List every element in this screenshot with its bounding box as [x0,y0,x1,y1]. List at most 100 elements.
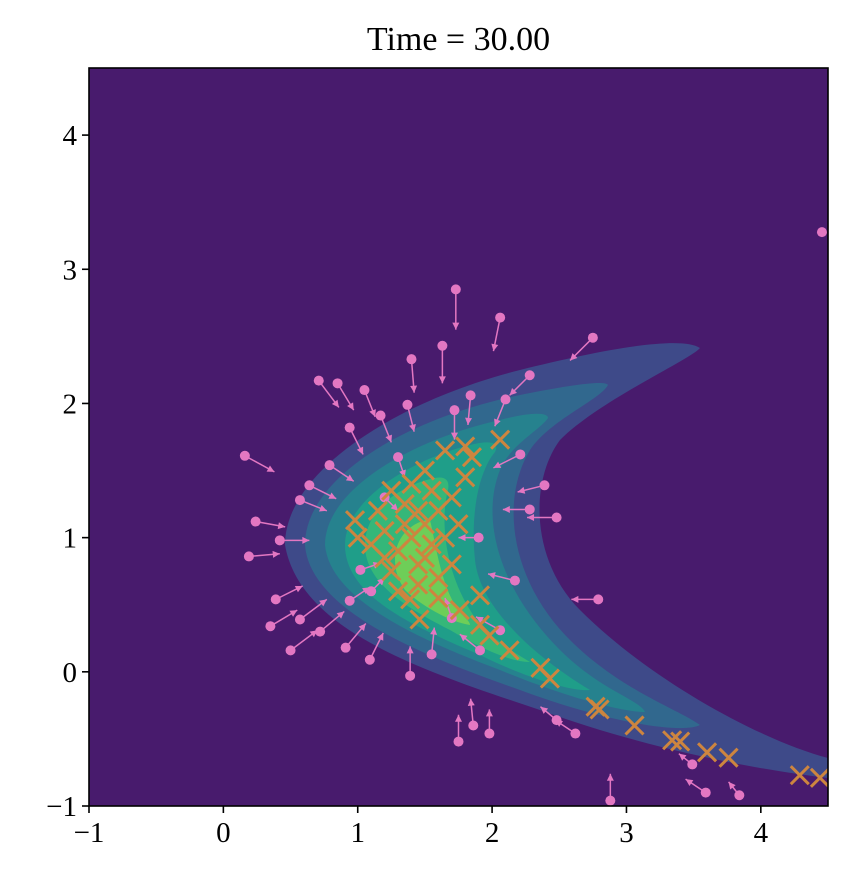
particle [605,795,616,806]
x-stroke [344,510,366,531]
particle [405,670,416,681]
arrow-head [455,714,462,722]
particle [509,575,520,586]
arrow-head [485,709,493,717]
arrow-head [319,504,327,512]
particle [340,642,351,653]
particle [265,621,276,632]
particle [313,375,324,386]
x-stroke [670,731,691,752]
arrow-head [294,585,303,593]
x-marker [408,574,429,595]
x-stroke [347,527,368,548]
arrow-head [369,409,376,417]
x-stroke [387,581,409,602]
density-contours [89,68,828,806]
x-marker [409,609,430,630]
y-tick-label: −1 [46,791,77,823]
arrow-head [570,353,578,361]
x-marker [421,480,442,501]
x-marker [662,730,683,751]
x-marker [461,447,482,468]
arrow-head [438,376,446,384]
particle [315,626,326,637]
arrow-head [385,434,392,443]
x-stroke [408,500,429,521]
particle [570,728,581,739]
arrow-head [272,550,280,558]
velocity-arrow [452,289,460,330]
particle [304,480,315,491]
x-stroke [421,480,442,501]
x-marker [441,487,462,508]
x-stroke [400,589,421,610]
particle [500,394,511,405]
arrow-head [540,706,549,714]
y-tick-label: 4 [63,120,78,152]
x-marker [400,589,421,610]
x-marker [374,547,395,568]
axes-frame [88,67,829,807]
arrow-head [331,399,339,408]
x-stroke [662,730,683,751]
particle [437,340,448,351]
x-marker [490,429,511,450]
x-stroke [441,554,462,575]
x-stroke [530,657,551,678]
velocity-arrow [336,382,355,411]
x-marker [414,460,435,481]
x-tick-label: 3 [619,817,634,849]
x-marker [421,534,442,555]
x-stroke [697,742,718,763]
x-marker [381,561,402,582]
arrow-head [493,461,502,468]
x-marker [499,640,520,661]
x-stroke [361,534,382,555]
arrow-head [328,492,337,499]
x-marker [455,467,476,488]
x-marker [347,527,368,548]
x-stroke [394,494,415,515]
particle [344,422,355,433]
x-stroke [449,600,470,621]
x-marker [585,696,606,717]
arrow-head [406,646,414,654]
particle [375,410,386,421]
velocity-arrow [493,453,521,469]
x-stroke [435,440,456,461]
x-stroke [461,447,482,468]
arrow-head [678,753,687,761]
arrow-head [319,599,327,607]
x-stroke [367,500,388,521]
particle [359,385,370,396]
particle [687,759,698,770]
x-stroke [408,574,429,595]
velocity-arrow [438,345,446,384]
x-tick-label: 2 [485,817,500,849]
particle [239,450,250,461]
y-tick-label: 0 [63,657,78,689]
x-tick-label: 4 [754,817,769,849]
particle [465,390,476,401]
x-marker [428,587,449,609]
x-marker [469,585,491,606]
x-marker [344,510,366,531]
arrow-head [728,781,736,790]
x-stroke [490,429,511,450]
arrow-head [494,418,501,427]
particle [453,736,464,747]
x-stroke [414,547,435,568]
x-stroke [414,460,435,481]
arrow-head [465,417,473,425]
particle [551,512,562,523]
particle [551,715,562,726]
x-marker [367,500,388,521]
particle [402,399,413,410]
axes: −1 0 1 2 3 4 −1 0 1 2 3 4 [46,120,768,849]
velocity-arrow [255,520,286,530]
arrow-head [450,432,458,440]
x-marker [670,731,691,752]
arrow-head [356,446,364,455]
